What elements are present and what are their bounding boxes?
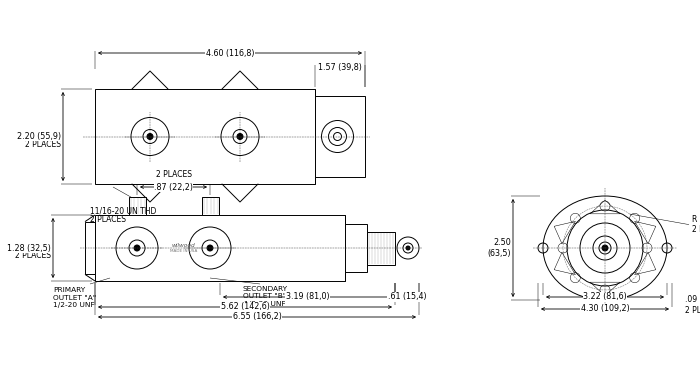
Bar — [95, 215, 345, 281]
Text: 11/16-20 UN THD: 11/16-20 UN THD — [90, 206, 156, 215]
Circle shape — [207, 245, 213, 251]
Bar — [95, 89, 315, 184]
Bar — [202, 197, 218, 215]
Text: .09 (2,3)
2 PLACES: .09 (2,3) 2 PLACES — [685, 295, 700, 315]
Text: 5.62 (142,6): 5.62 (142,6) — [220, 303, 270, 312]
Text: 2.50
(63,5): 2.50 (63,5) — [487, 238, 511, 258]
Text: .61 (15,4): .61 (15,4) — [388, 293, 426, 301]
Text: SECONDARY
OUTLET "B"
1/2-20 UNF: SECONDARY OUTLET "B" 1/2-20 UNF — [242, 286, 288, 307]
Text: R .21 (5,2)
2 PLACES: R .21 (5,2) 2 PLACES — [692, 215, 700, 234]
Text: 2 PLACES: 2 PLACES — [25, 140, 61, 149]
Circle shape — [147, 133, 153, 140]
Bar — [85, 222, 95, 274]
Circle shape — [237, 133, 243, 140]
Text: MADE IN USA: MADE IN USA — [170, 249, 197, 253]
Bar — [315, 96, 365, 177]
Text: PRIMARY
OUTLET "A"
1/2-20 UNF: PRIMARY OUTLET "A" 1/2-20 UNF — [53, 287, 97, 308]
Text: 1.28 (32,5): 1.28 (32,5) — [7, 244, 51, 252]
Text: 3.19 (81,0): 3.19 (81,0) — [286, 293, 329, 301]
Text: 2.20 (55,9): 2.20 (55,9) — [17, 132, 61, 141]
Text: 4.60 (116,8): 4.60 (116,8) — [206, 49, 254, 58]
Text: 2 PLACES: 2 PLACES — [15, 252, 51, 261]
Bar — [129, 197, 146, 215]
Text: 3.22 (81,6): 3.22 (81,6) — [583, 293, 627, 301]
Text: 2 PLACES: 2 PLACES — [90, 215, 126, 224]
Circle shape — [406, 246, 410, 250]
Text: 2 PLACES: 2 PLACES — [155, 170, 192, 179]
Text: 6.55 (166,2): 6.55 (166,2) — [232, 312, 281, 321]
Circle shape — [134, 245, 140, 251]
Bar — [367, 231, 395, 265]
Circle shape — [602, 245, 608, 251]
Ellipse shape — [543, 196, 667, 300]
Text: 1.57 (39,8): 1.57 (39,8) — [318, 63, 362, 72]
Text: 4.30 (109,2): 4.30 (109,2) — [580, 305, 629, 314]
Text: .87 (22,2): .87 (22,2) — [154, 182, 193, 191]
Text: wilwood: wilwood — [172, 242, 195, 247]
Bar — [345, 224, 367, 272]
